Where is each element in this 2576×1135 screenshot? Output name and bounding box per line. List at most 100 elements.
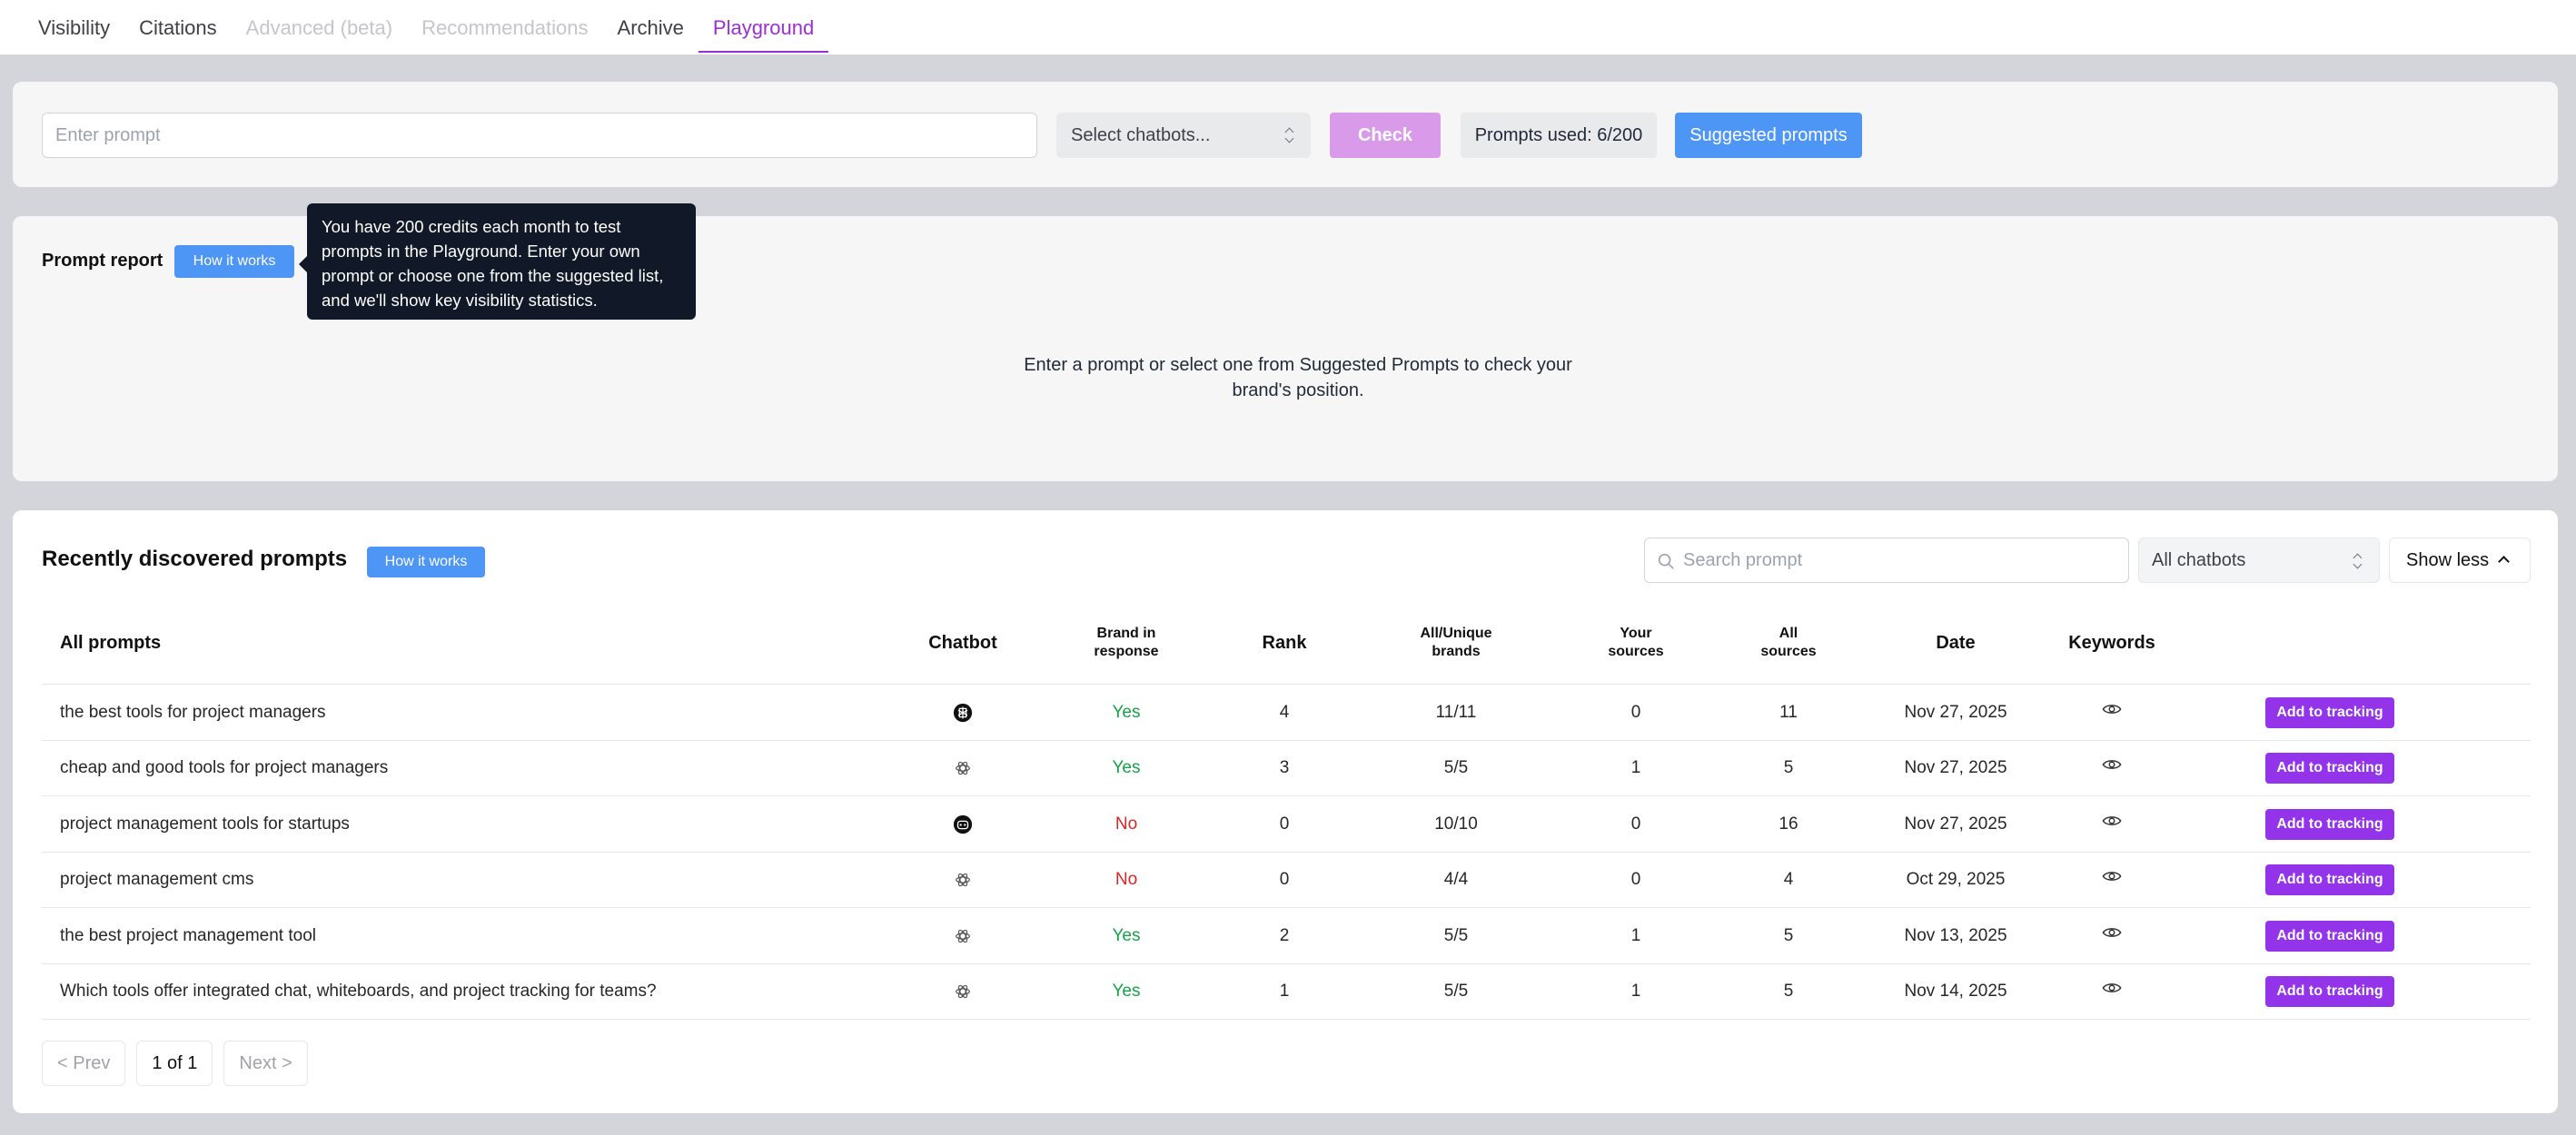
top-tab-bar: Visibility Citations Advanced (beta) Rec… — [0, 0, 2576, 54]
tab-visibility[interactable]: Visibility — [38, 16, 111, 39]
chevron-up-icon — [2498, 556, 2510, 568]
rank-value: 4 — [1279, 702, 1290, 722]
table-row: the best project management tool Yes 2 5… — [42, 908, 2531, 964]
eye-icon[interactable] — [2102, 757, 2122, 772]
chatbots-select[interactable]: Select chatbots... — [1056, 113, 1311, 158]
tab-archive[interactable]: Archive — [617, 16, 684, 39]
add-cell: Add to tracking — [2262, 685, 2398, 740]
your-sources-value: 1 — [1630, 758, 1641, 777]
all-sources-value: 4 — [1783, 870, 1794, 889]
all-chatbots-label: All chatbots — [2152, 550, 2246, 570]
rank-value: 0 — [1279, 870, 1290, 889]
select-arrows-icon — [1283, 113, 1296, 158]
add-to-tracking-button[interactable]: Add to tracking — [2265, 753, 2394, 784]
brands-value: 4/4 — [1443, 870, 1469, 889]
add-to-tracking-button[interactable]: Add to tracking — [2265, 696, 2394, 728]
all-chatbots-filter[interactable]: All chatbots — [2138, 538, 2380, 583]
brands-value: 5/5 — [1443, 925, 1469, 945]
chatbot-cell — [936, 685, 990, 740]
add-cell: Add to tracking — [2262, 853, 2398, 908]
suggested-prompts-button[interactable]: Suggested prompts — [1675, 113, 1862, 158]
openai-icon — [956, 929, 970, 943]
col-date: Date — [1936, 632, 1976, 653]
rank-value: 3 — [1279, 758, 1290, 777]
rank-value: 2 — [1279, 925, 1290, 945]
chatbots-select-label: Select chatbots... — [1071, 125, 1211, 145]
keywords-cell — [2085, 796, 2139, 852]
brand-in-response: Yes — [1112, 702, 1141, 722]
date-value: Nov 13, 2025 — [1904, 925, 2007, 945]
check-button[interactable]: Check — [1330, 113, 1441, 158]
col-all-sources: All sources — [1760, 626, 1817, 659]
recent-prompts-card: Recently discovered prompts How it works… — [13, 510, 2558, 1113]
search-icon — [1658, 553, 1674, 569]
keywords-cell — [2085, 964, 2139, 1020]
table-header: All prompts Chatbot Brand in response Ra… — [42, 601, 2531, 685]
pagination: < Prev 1 of 1 Next > — [42, 1041, 308, 1086]
page-indicator: 1 of 1 — [136, 1041, 213, 1086]
all-sources-value: 16 — [1778, 814, 1798, 834]
date-value: Oct 29, 2025 — [1906, 870, 2006, 889]
eye-icon[interactable] — [2102, 869, 2122, 883]
add-cell: Add to tracking — [2262, 796, 2398, 852]
table-row: Which tools offer integrated chat, white… — [42, 964, 2531, 1020]
add-to-tracking-button[interactable]: Add to tracking — [2265, 864, 2394, 895]
eye-icon[interactable] — [2102, 925, 2122, 940]
all-sources-value: 5 — [1783, 758, 1794, 777]
brands-value: 5/5 — [1443, 982, 1469, 1001]
tabs: Visibility Citations Advanced (beta) Rec… — [24, 0, 829, 54]
chatbot-cell — [936, 741, 990, 796]
add-to-tracking-button[interactable]: Add to tracking — [2265, 920, 2394, 952]
keywords-cell — [2085, 741, 2139, 796]
prompts-table: All prompts Chatbot Brand in response Ra… — [42, 601, 2531, 1020]
show-less-label: Show less — [2406, 550, 2490, 570]
prompt-input[interactable] — [42, 113, 1037, 158]
tab-citations[interactable]: Citations — [139, 16, 217, 39]
tab-playground[interactable]: Playground — [698, 0, 829, 54]
rank-value: 1 — [1279, 982, 1290, 1001]
your-sources-value: 0 — [1630, 814, 1641, 834]
brand-in-response: No — [1115, 870, 1138, 889]
prev-page-button[interactable]: < Prev — [42, 1041, 126, 1086]
tab-recommendations: Recommendations — [421, 16, 589, 39]
your-sources-value: 1 — [1630, 925, 1641, 945]
how-it-works-button[interactable]: How it works — [174, 245, 294, 278]
brand-in-response: Yes — [1112, 758, 1141, 777]
recent-prompts-title: Recently discovered prompts — [42, 547, 348, 571]
show-less-button[interactable]: Show less — [2389, 538, 2531, 583]
eye-icon[interactable] — [2102, 981, 2122, 995]
date-value: Nov 27, 2025 — [1904, 758, 2007, 777]
empty-state-message: Enter a prompt or select one from Sugges… — [1024, 355, 1572, 400]
search-box — [1644, 538, 2129, 583]
add-to-tracking-button[interactable]: Add to tracking — [2265, 808, 2394, 840]
rank-value: 0 — [1279, 814, 1290, 834]
search-prompt-input[interactable] — [1683, 538, 2119, 582]
table-row: project management cms No 0 4/4 0 4 Oct … — [42, 853, 2531, 908]
how-it-works-tooltip: You have 200 credits each month to test … — [299, 203, 696, 320]
add-cell: Add to tracking — [2262, 964, 2398, 1020]
prompt-report-title: Prompt report — [42, 251, 163, 271]
add-cell: Add to tracking — [2262, 741, 2398, 796]
prompt-text: project management tools for startups — [60, 814, 350, 834]
prompt-text: Which tools offer integrated chat, white… — [60, 982, 657, 1001]
table-row: cheap and good tools for project manager… — [42, 741, 2531, 796]
recent-how-it-works-button[interactable]: How it works — [367, 547, 485, 577]
openai-icon — [956, 761, 970, 775]
eye-icon[interactable] — [2102, 814, 2122, 828]
filter-arrows-icon — [2352, 538, 2364, 584]
your-sources-value: 0 — [1630, 702, 1641, 722]
date-value: Nov 14, 2025 — [1904, 982, 2007, 1001]
next-page-button[interactable]: Next > — [223, 1041, 308, 1086]
col-keywords: Keywords — [2068, 632, 2155, 653]
eye-icon[interactable] — [2102, 702, 2122, 716]
col-all-unique-brands: All/Unique brands — [1420, 626, 1492, 659]
prompt-text: cheap and good tools for project manager… — [60, 758, 389, 777]
brand-in-response: Yes — [1112, 982, 1141, 1001]
all-sources-value: 11 — [1779, 702, 1798, 722]
openai-icon — [956, 984, 970, 999]
prompt-text: project management cms — [60, 870, 254, 889]
col-chatbot: Chatbot — [928, 632, 997, 653]
your-sources-value: 0 — [1630, 870, 1641, 889]
chatbot-cell — [936, 796, 990, 852]
add-to-tracking-button[interactable]: Add to tracking — [2265, 976, 2394, 1007]
